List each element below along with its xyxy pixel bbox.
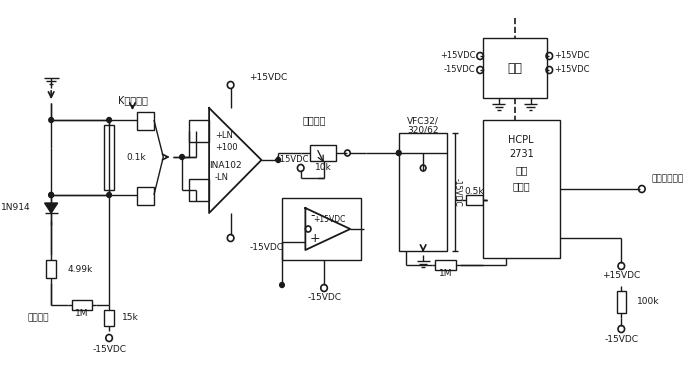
Text: -15VDC: -15VDC xyxy=(452,178,461,207)
Bar xyxy=(483,120,560,258)
Text: -: - xyxy=(310,210,315,222)
Circle shape xyxy=(49,193,54,197)
Bar xyxy=(137,187,154,205)
Text: INA102: INA102 xyxy=(210,160,242,169)
Circle shape xyxy=(107,193,111,197)
Text: +15VDC: +15VDC xyxy=(554,66,589,75)
Text: 冷端补偿: 冷端补偿 xyxy=(27,313,49,323)
Text: HCPL: HCPL xyxy=(508,135,534,145)
Text: -15VDC: -15VDC xyxy=(444,66,475,75)
Text: 10k: 10k xyxy=(315,163,331,172)
Bar xyxy=(189,120,209,142)
Text: 1M: 1M xyxy=(439,269,452,279)
Text: VFC32/: VFC32/ xyxy=(407,116,439,125)
Text: +100: +100 xyxy=(215,144,237,152)
Text: K型热电偶: K型热电偶 xyxy=(117,95,147,105)
Circle shape xyxy=(280,282,284,288)
Text: 光电: 光电 xyxy=(515,165,528,175)
Circle shape xyxy=(49,117,54,122)
Circle shape xyxy=(107,117,111,122)
Bar xyxy=(189,179,209,201)
Circle shape xyxy=(276,158,281,163)
Text: -15VDC: -15VDC xyxy=(604,335,638,345)
Text: 320/62: 320/62 xyxy=(407,125,439,135)
Text: 4.99k: 4.99k xyxy=(68,265,93,274)
Text: 数字信号输出: 数字信号输出 xyxy=(651,174,683,183)
Bar xyxy=(137,112,154,130)
Bar xyxy=(617,291,626,313)
Circle shape xyxy=(49,193,54,197)
Bar xyxy=(104,125,114,190)
Bar xyxy=(483,38,547,98)
Text: -15VDC: -15VDC xyxy=(307,293,341,302)
Circle shape xyxy=(397,150,401,155)
Bar xyxy=(466,195,483,205)
Text: +15VDC: +15VDC xyxy=(313,216,345,224)
Text: 偶合器: 偶合器 xyxy=(512,181,530,191)
Text: 100k: 100k xyxy=(637,298,660,307)
Text: +15VDC: +15VDC xyxy=(602,271,641,280)
Text: 2731: 2731 xyxy=(509,149,534,159)
Text: -15VDC: -15VDC xyxy=(249,243,283,252)
Text: +15VDC: +15VDC xyxy=(274,155,309,164)
Polygon shape xyxy=(45,203,58,213)
Text: 1M: 1M xyxy=(75,310,88,318)
Bar xyxy=(282,198,362,260)
Text: +15VDC: +15VDC xyxy=(440,52,475,61)
Text: 15k: 15k xyxy=(122,313,139,323)
Bar xyxy=(399,133,447,251)
Text: +: + xyxy=(310,232,320,244)
Text: +15VDC: +15VDC xyxy=(554,52,589,61)
Text: 1N914: 1N914 xyxy=(1,204,31,213)
Text: 偏程调整: 偏程调整 xyxy=(303,115,327,125)
Text: -15VDC: -15VDC xyxy=(92,345,126,354)
Bar xyxy=(72,300,93,310)
Text: +15VDC: +15VDC xyxy=(249,74,287,83)
Text: 0.5k: 0.5k xyxy=(464,188,484,196)
Circle shape xyxy=(180,155,185,160)
Bar xyxy=(104,310,114,326)
Bar xyxy=(47,260,56,278)
Text: 电源: 电源 xyxy=(507,61,522,75)
Circle shape xyxy=(397,150,401,155)
Text: +LN: +LN xyxy=(215,132,233,141)
Text: -LN: -LN xyxy=(215,174,228,183)
Text: 0.1k: 0.1k xyxy=(126,152,145,161)
Bar xyxy=(436,260,456,270)
Bar xyxy=(310,145,336,161)
